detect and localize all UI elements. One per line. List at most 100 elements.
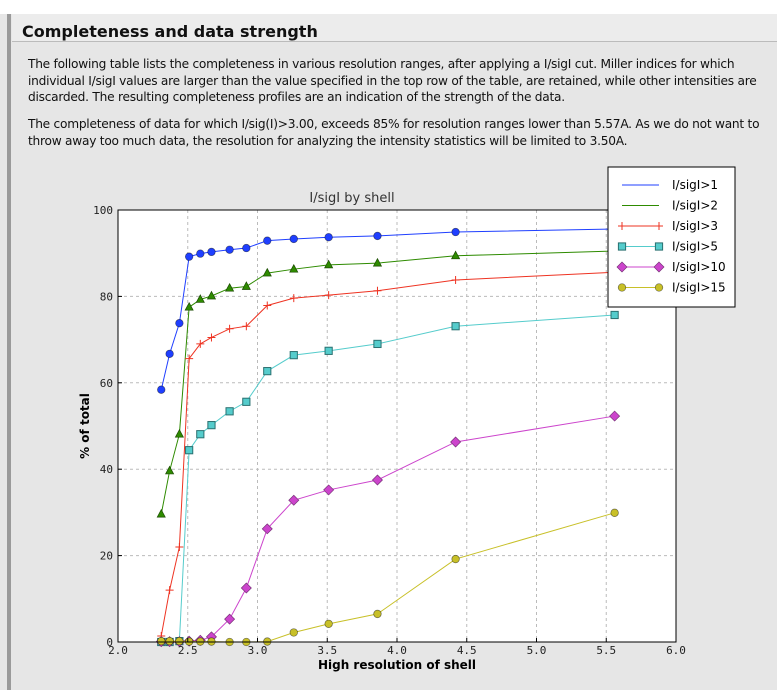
y-tick-label: 100 [93,204,113,217]
x-tick-label: 4.5 [457,644,477,657]
data-point [165,636,174,646]
x-tick-label: 2.5 [178,644,198,657]
intro-paragraph: The following table lists the completene… [28,57,757,104]
legend-item: I/sigI>3 [618,219,718,233]
legend-label: I/sigI>15 [672,281,726,295]
y-axis-label: % of total [78,393,92,459]
data-point [225,282,235,292]
legend-marker [617,283,627,292]
data-point [324,346,333,355]
legend-label: I/sigI>2 [672,199,718,213]
summary-paragraph: The completeness of data for which I/sig… [28,117,760,148]
x-tick-label: 3.5 [317,644,337,657]
y-tick-label: 20 [100,550,113,563]
data-point [174,428,184,438]
data-point [241,281,251,290]
data-point [324,619,333,629]
data-point [451,250,461,260]
x-axis-label: High resolution of shell [318,658,476,672]
data-point [240,582,252,594]
legend-item: I/sigI>5 [617,240,718,254]
section-title: Completeness and data strength [22,22,318,41]
legend-marker [655,222,663,230]
data-point [373,286,382,295]
data-point [242,322,251,331]
legend: I/sigI>1 I/sigI>2 I/sigI>3 I/sigI>5 I/sigI>1… [607,166,736,308]
data-point [289,294,298,303]
data-point [196,249,205,258]
legend-label: I/sigI>1 [672,178,718,192]
data-point [165,465,175,475]
series-line [160,250,615,515]
data-point [196,430,205,439]
data-point [263,301,272,310]
data-point [324,291,333,300]
data-point [451,554,460,564]
data-point [196,339,205,348]
data-point [207,333,216,342]
legend-item: I/sigI>1 [622,178,718,192]
data-point [157,385,166,394]
legend-marker [653,261,665,273]
legend-label: I/sigI>10 [672,260,726,274]
data-point [185,354,194,363]
x-tick-label: 6.0 [666,644,686,657]
data-point [610,508,619,517]
data-point [207,421,216,430]
data-point [372,257,383,267]
data-point [373,231,382,241]
data-point [184,301,194,311]
series-line [160,228,615,390]
data-point [289,628,298,637]
data-point [261,523,273,535]
x-tick-label: 2.0 [108,644,128,657]
data-point [185,446,194,455]
data-point [373,609,382,619]
data-point [157,636,166,646]
data-point [323,484,335,496]
data-point [451,322,460,331]
data-point [225,324,234,333]
data-point [451,275,460,284]
data-point [263,236,272,245]
legend-label: I/sigI>3 [672,219,718,233]
section-header: Completeness and data strength [12,14,777,42]
data-point [207,247,216,257]
data-point [289,351,298,360]
data-point [262,267,272,277]
data-point [175,542,184,551]
data-point [450,436,462,448]
y-tick-label: 60 [100,377,113,390]
x-tick-label: 5.5 [596,644,616,657]
data-point [610,310,619,320]
data-point [324,233,333,242]
legend-item: I/sigI>2 [622,199,718,213]
y-tick-label: 40 [100,463,113,476]
chart-title: I/sigI by shell [309,191,394,206]
x-tick-label: 4.0 [387,644,407,657]
x-tick-label: 5.0 [527,644,547,657]
x-tick-label: 3.0 [248,644,268,657]
y-tick-label: 80 [100,290,113,303]
left-border [7,14,11,690]
legend-marker [654,242,664,251]
data-point [288,494,300,506]
legend-item: I/sigI>15 [617,281,726,295]
data-point [263,367,272,376]
legend-item: I/sigI>10 [616,260,726,274]
top-strip [0,0,777,14]
data-point [289,234,298,244]
legend-box [607,166,736,308]
data-point [156,508,166,518]
legend-marker [616,261,628,273]
series-line [160,271,615,637]
legend-marker [618,222,626,230]
data-point [175,636,184,646]
data-point [242,397,251,406]
legend-label: I/sigI>5 [672,240,718,254]
data-point [373,339,382,349]
data-point [324,259,334,269]
data-point [165,349,174,359]
legend-marker [617,242,627,251]
